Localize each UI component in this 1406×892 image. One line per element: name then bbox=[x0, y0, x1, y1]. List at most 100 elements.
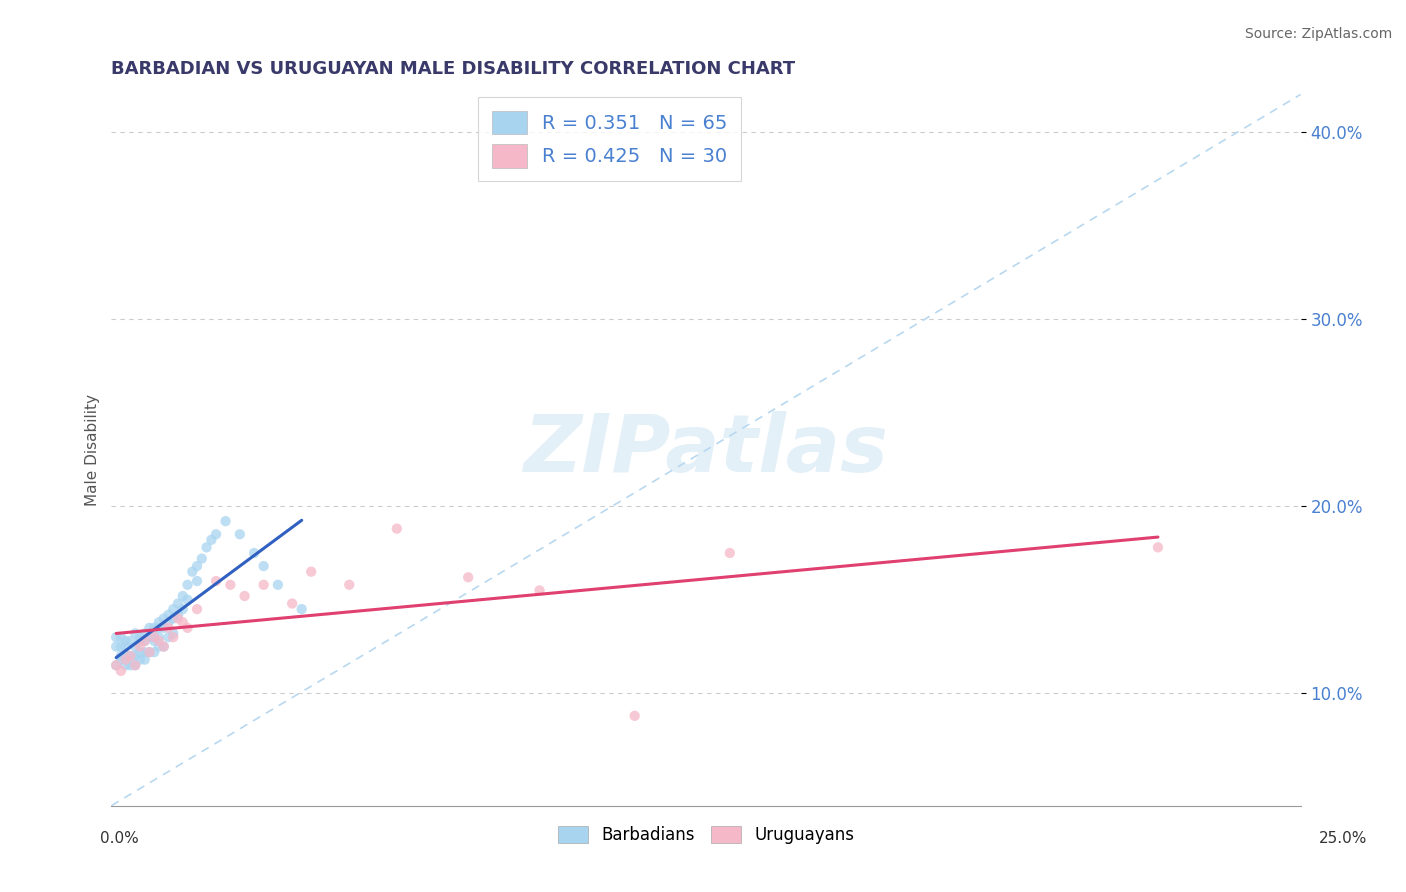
Point bbox=[110, 653, 132, 667]
Point bbox=[110, 664, 132, 678]
Point bbox=[152, 640, 174, 654]
Point bbox=[243, 546, 266, 560]
Point bbox=[110, 630, 132, 644]
Point bbox=[129, 640, 152, 654]
Point bbox=[105, 658, 128, 673]
Point bbox=[152, 611, 174, 625]
Point bbox=[143, 645, 166, 659]
Point bbox=[718, 546, 741, 560]
Point bbox=[267, 578, 290, 592]
Text: Source: ZipAtlas.com: Source: ZipAtlas.com bbox=[1244, 27, 1392, 41]
Point bbox=[291, 602, 314, 616]
Point bbox=[114, 653, 136, 667]
Point bbox=[253, 559, 276, 574]
Point bbox=[233, 589, 256, 603]
Point bbox=[124, 648, 146, 663]
Point bbox=[229, 527, 252, 541]
Point bbox=[134, 645, 156, 659]
Point bbox=[134, 634, 156, 648]
Point bbox=[176, 578, 198, 592]
Point bbox=[219, 578, 242, 592]
Text: ZIPatlas: ZIPatlas bbox=[523, 411, 889, 489]
Point bbox=[299, 565, 322, 579]
Point bbox=[138, 630, 160, 644]
Point bbox=[167, 607, 190, 622]
Point bbox=[157, 630, 180, 644]
Y-axis label: Male Disability: Male Disability bbox=[86, 394, 100, 506]
Point bbox=[143, 634, 166, 648]
Point bbox=[385, 522, 408, 536]
Text: 25.0%: 25.0% bbox=[1319, 831, 1367, 846]
Point bbox=[623, 708, 645, 723]
Point bbox=[186, 574, 208, 588]
Point bbox=[114, 648, 136, 663]
Point bbox=[124, 640, 146, 654]
Point bbox=[176, 621, 198, 635]
Point bbox=[172, 602, 194, 616]
Point bbox=[162, 602, 184, 616]
Point bbox=[105, 640, 128, 654]
Point bbox=[253, 578, 276, 592]
Point bbox=[205, 574, 228, 588]
Point bbox=[181, 565, 204, 579]
Point bbox=[105, 630, 128, 644]
Point bbox=[138, 645, 160, 659]
Point bbox=[129, 645, 152, 659]
Point bbox=[120, 634, 142, 648]
Point bbox=[152, 640, 174, 654]
Point bbox=[129, 653, 152, 667]
Point bbox=[172, 589, 194, 603]
Point bbox=[457, 570, 479, 584]
Point bbox=[167, 611, 190, 625]
Point bbox=[200, 533, 222, 547]
Point bbox=[337, 578, 360, 592]
Point bbox=[114, 640, 136, 654]
Point bbox=[148, 640, 170, 654]
Point bbox=[148, 615, 170, 630]
Point bbox=[186, 602, 208, 616]
Point bbox=[152, 621, 174, 635]
Legend: R = 0.351   N = 65, R = 0.425   N = 30: R = 0.351 N = 65, R = 0.425 N = 30 bbox=[478, 97, 741, 181]
Point bbox=[176, 592, 198, 607]
Point bbox=[110, 648, 132, 663]
Point bbox=[157, 615, 180, 630]
Point bbox=[143, 621, 166, 635]
Point bbox=[120, 648, 142, 663]
Point bbox=[281, 597, 304, 611]
Point bbox=[143, 630, 166, 644]
Point bbox=[134, 634, 156, 648]
Point bbox=[162, 626, 184, 640]
Point bbox=[129, 634, 152, 648]
Point bbox=[167, 597, 190, 611]
Point bbox=[114, 634, 136, 648]
Text: 0.0%: 0.0% bbox=[100, 831, 139, 846]
Point bbox=[114, 658, 136, 673]
Point bbox=[124, 658, 146, 673]
Point bbox=[148, 621, 170, 635]
Point bbox=[162, 611, 184, 625]
Point bbox=[191, 551, 214, 566]
Point bbox=[205, 527, 228, 541]
Point bbox=[148, 634, 170, 648]
Point bbox=[105, 658, 128, 673]
Point bbox=[138, 645, 160, 659]
Point bbox=[157, 607, 180, 622]
Point bbox=[529, 583, 551, 598]
Point bbox=[129, 630, 152, 644]
Point bbox=[157, 621, 180, 635]
Point bbox=[124, 626, 146, 640]
Point bbox=[172, 615, 194, 630]
Point bbox=[195, 541, 218, 555]
Point bbox=[186, 559, 208, 574]
Point bbox=[214, 514, 236, 528]
Point bbox=[148, 630, 170, 644]
Point bbox=[124, 658, 146, 673]
Text: BARBADIAN VS URUGUAYAN MALE DISABILITY CORRELATION CHART: BARBADIAN VS URUGUAYAN MALE DISABILITY C… bbox=[111, 60, 796, 78]
Point bbox=[120, 658, 142, 673]
Point bbox=[120, 648, 142, 663]
Point bbox=[134, 653, 156, 667]
Point bbox=[138, 621, 160, 635]
Point bbox=[143, 630, 166, 644]
Point bbox=[134, 626, 156, 640]
Point bbox=[1147, 541, 1170, 555]
